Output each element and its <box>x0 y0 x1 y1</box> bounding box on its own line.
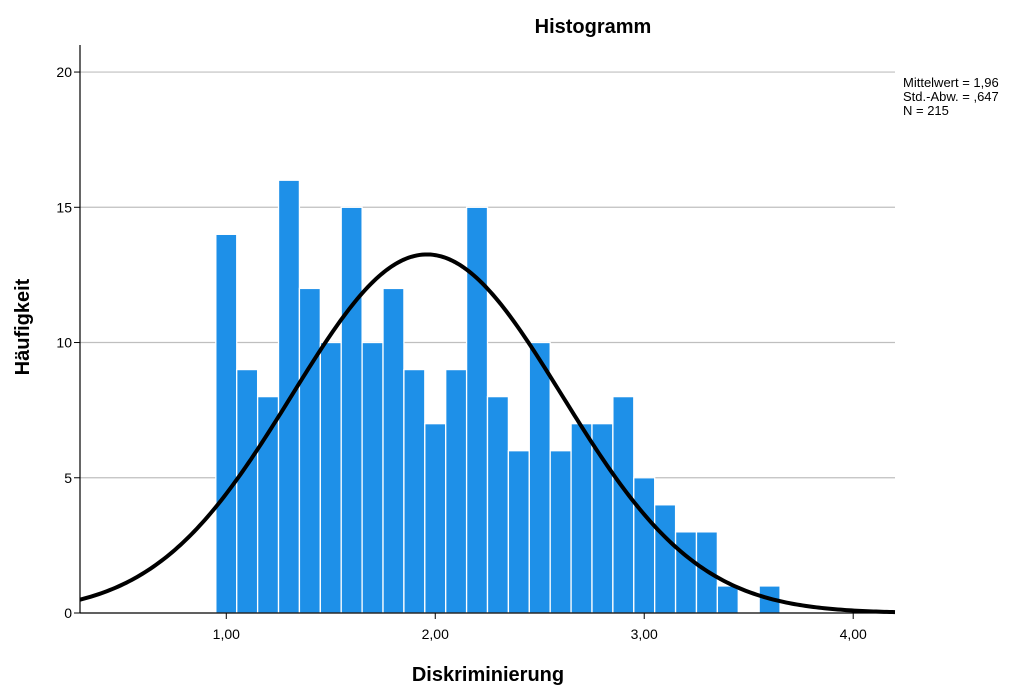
histogram-bar-9 <box>403 368 426 614</box>
y-tick-label: 10 <box>56 335 72 351</box>
stat-sd: Std.-Abw. = ,647 <box>903 89 999 104</box>
histogram-bar-12 <box>465 206 489 614</box>
chart-title: Histogramm <box>535 16 652 38</box>
histogram-bar-5 <box>319 341 342 614</box>
y-tick-label: 15 <box>56 199 72 215</box>
x-tick-label: 3,00 <box>631 626 658 642</box>
histogram-bar-15 <box>528 341 551 614</box>
stat-n: N = 215 <box>903 103 949 118</box>
histogram-bar-19 <box>612 395 635 614</box>
stats-box: Mittelwert = 1,96 Std.-Abw. = ,647 N = 2… <box>903 75 999 118</box>
histogram-bar-14 <box>507 450 530 614</box>
histogram-bar-11 <box>445 368 468 614</box>
histogram-bar-1 <box>236 368 259 614</box>
histogram-bar-6 <box>340 206 363 614</box>
stat-mean: Mittelwert = 1,96 <box>903 75 999 90</box>
axes <box>79 45 895 614</box>
histogram-bar-22 <box>674 531 698 614</box>
histogram-bars <box>215 179 781 614</box>
histogram-bar-4 <box>298 287 321 614</box>
x-tick-labels: 1,00 2,00 3,00 4,00 <box>213 613 867 642</box>
y-axis-label: Häufigkeit <box>12 278 34 375</box>
x-axis-label: Diskriminierung <box>412 664 564 686</box>
histogram-bar-2 <box>256 395 280 614</box>
x-tick-label: 4,00 <box>840 626 867 642</box>
histogram-bar-24 <box>716 585 739 614</box>
y-tick-labels: 0 5 10 15 20 <box>56 64 80 621</box>
histogram-bar-0 <box>215 233 238 614</box>
y-tick-label: 0 <box>64 605 72 621</box>
y-tick-label: 20 <box>56 64 72 80</box>
histogram-bar-16 <box>549 450 572 614</box>
histogram-bar-8 <box>382 287 405 614</box>
histogram-bar-10 <box>424 423 447 614</box>
normal-curve <box>79 252 896 615</box>
y-tick-label: 5 <box>64 470 72 486</box>
histogram-bar-21 <box>654 504 677 614</box>
histogram-bar-13 <box>486 395 510 614</box>
histogram-bar-20 <box>633 477 656 614</box>
histogram-bar-17 <box>570 423 593 614</box>
x-tick-label: 1,00 <box>213 626 240 642</box>
x-tick-label: 2,00 <box>422 626 449 642</box>
histogram-bar-18 <box>591 423 614 614</box>
histogram-bar-7 <box>361 341 384 614</box>
